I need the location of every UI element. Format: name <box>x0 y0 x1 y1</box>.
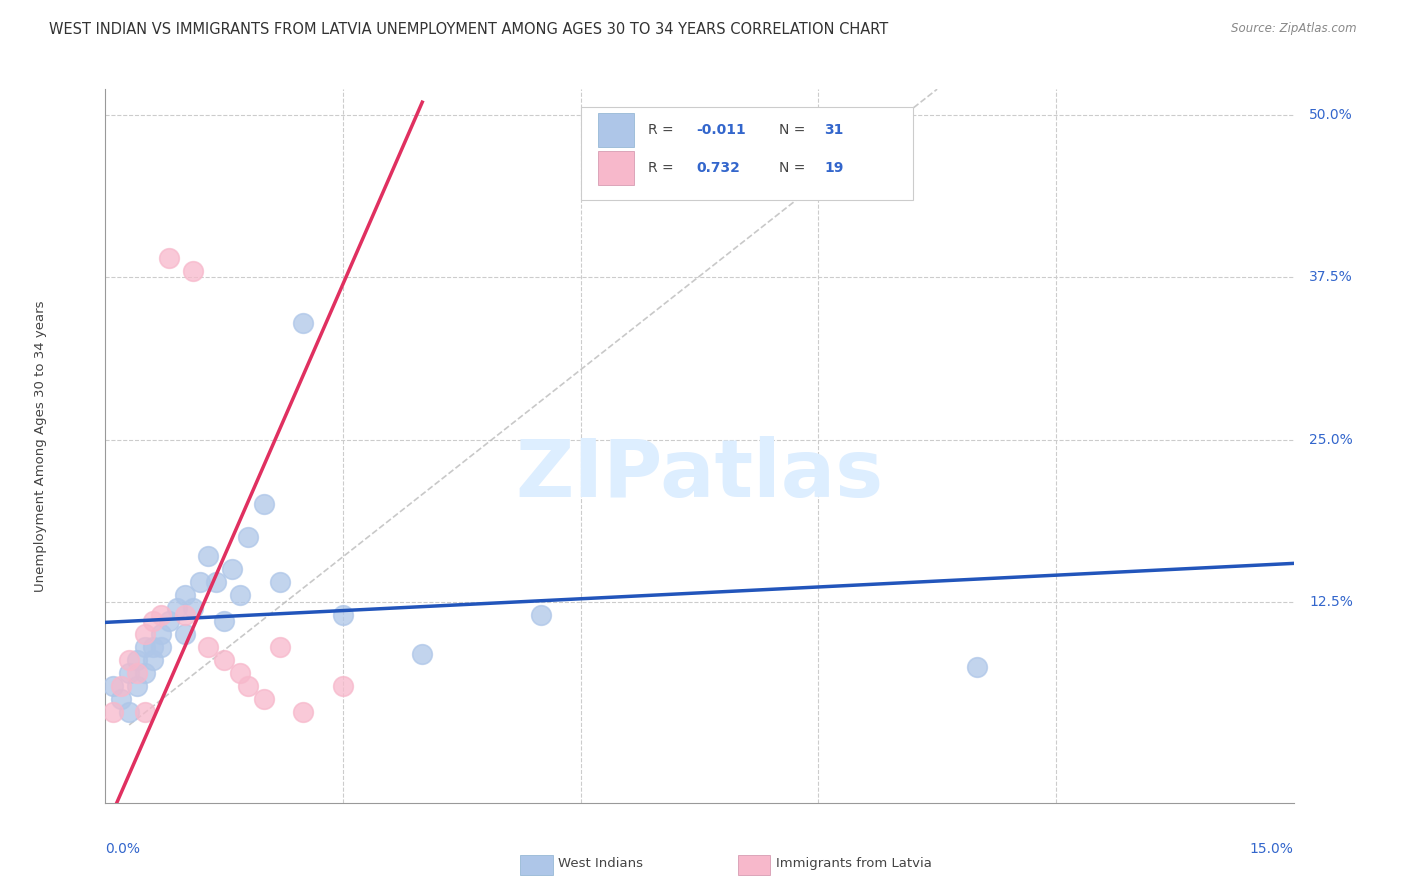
Point <box>134 627 156 641</box>
FancyBboxPatch shape <box>599 151 634 185</box>
Text: -0.011: -0.011 <box>696 123 745 136</box>
Text: WEST INDIAN VS IMMIGRANTS FROM LATVIA UNEMPLOYMENT AMONG AGES 30 TO 34 YEARS COR: WEST INDIAN VS IMMIGRANTS FROM LATVIA UN… <box>49 22 889 37</box>
Point <box>157 251 180 265</box>
Point <box>332 607 354 622</box>
Point <box>127 653 149 667</box>
Text: Source: ZipAtlas.com: Source: ZipAtlas.com <box>1232 22 1357 36</box>
Point <box>214 614 236 628</box>
Point <box>149 607 172 622</box>
Text: 12.5%: 12.5% <box>1309 595 1353 608</box>
Text: ZIPatlas: ZIPatlas <box>516 435 883 514</box>
Point <box>292 316 315 330</box>
Text: 25.0%: 25.0% <box>1309 433 1353 447</box>
Point <box>142 653 165 667</box>
Point <box>149 640 172 654</box>
Point <box>253 692 276 706</box>
Point <box>221 562 243 576</box>
Point <box>236 530 259 544</box>
Point <box>197 640 219 654</box>
Text: 15.0%: 15.0% <box>1250 842 1294 855</box>
Point <box>181 601 204 615</box>
Point <box>118 705 141 719</box>
Point <box>134 705 156 719</box>
Text: Unemployment Among Ages 30 to 34 years: Unemployment Among Ages 30 to 34 years <box>34 301 46 591</box>
Point <box>411 647 433 661</box>
Point <box>134 666 156 681</box>
Point <box>173 588 195 602</box>
Text: R =: R = <box>648 123 679 136</box>
Text: 19: 19 <box>824 161 844 175</box>
Point <box>134 640 156 654</box>
Point <box>142 614 165 628</box>
Point <box>173 607 195 622</box>
Point <box>205 575 228 590</box>
Point <box>142 640 165 654</box>
FancyBboxPatch shape <box>599 112 634 147</box>
Point <box>269 575 291 590</box>
Point <box>127 666 149 681</box>
Point <box>127 679 149 693</box>
Point <box>110 679 132 693</box>
Point <box>269 640 291 654</box>
Text: West Indians: West Indians <box>558 857 643 870</box>
Point <box>149 627 172 641</box>
Point <box>173 627 195 641</box>
Point <box>292 705 315 719</box>
Point <box>229 588 252 602</box>
Point <box>229 666 252 681</box>
Point <box>166 601 188 615</box>
Point <box>118 666 141 681</box>
Point <box>181 264 204 278</box>
Point <box>157 614 180 628</box>
FancyBboxPatch shape <box>581 107 914 200</box>
Point <box>197 549 219 564</box>
Point <box>253 497 276 511</box>
Text: Immigrants from Latvia: Immigrants from Latvia <box>776 857 932 870</box>
Text: 0.0%: 0.0% <box>105 842 141 855</box>
Text: 50.0%: 50.0% <box>1309 108 1353 122</box>
Point <box>966 659 988 673</box>
Point <box>214 653 236 667</box>
Point <box>103 679 125 693</box>
Text: 0.732: 0.732 <box>696 161 740 175</box>
Point <box>118 653 141 667</box>
Text: N =: N = <box>779 161 810 175</box>
Point <box>236 679 259 693</box>
Point <box>103 705 125 719</box>
Text: N =: N = <box>779 123 810 136</box>
Point <box>110 692 132 706</box>
Point <box>190 575 212 590</box>
Point <box>332 679 354 693</box>
Point <box>530 607 553 622</box>
Text: R =: R = <box>648 161 679 175</box>
Text: 31: 31 <box>824 123 844 136</box>
Text: 37.5%: 37.5% <box>1309 270 1353 285</box>
